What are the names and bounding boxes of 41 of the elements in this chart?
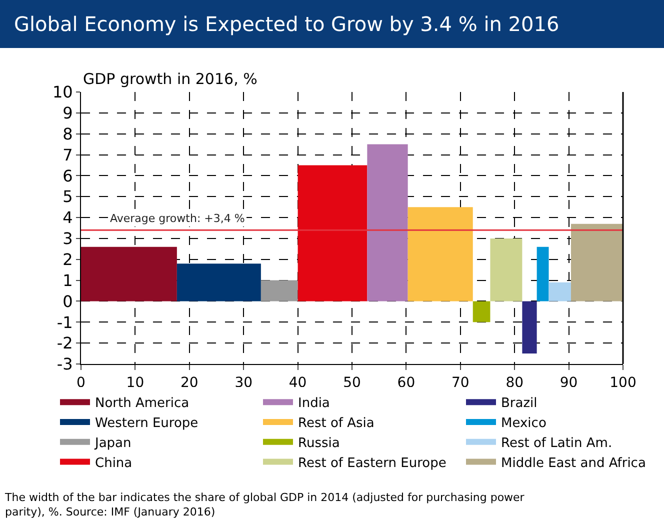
x-tick-label: 70 — [451, 374, 470, 391]
legend-label: India — [298, 396, 330, 412]
legend-label: Japan — [94, 436, 132, 451]
x-tick-label: 30 — [234, 374, 253, 391]
y-tick-label: -1 — [56, 312, 73, 332]
legend-label: North America — [95, 396, 190, 412]
legend-label: Brazil — [501, 396, 538, 412]
y-tick-label: 5 — [62, 187, 73, 206]
x-tick-label: 40 — [288, 374, 307, 391]
x-tick-label: 80 — [506, 374, 524, 391]
y-tick-label: 3 — [62, 229, 73, 248]
x-tick-label: 0 — [76, 374, 86, 391]
legend-label: Rest of Latin Am. — [501, 436, 612, 451]
y-tick-label: 1 — [62, 270, 73, 290]
x-tick-label: 60 — [397, 374, 416, 391]
y-tick-label: 0 — [62, 292, 73, 311]
legend-label: Middle East and Africa — [501, 456, 646, 471]
x-tick-label: 90 — [560, 374, 578, 391]
x-tick-label: 20 — [180, 374, 198, 391]
y-axis-title: GDP growth in 2016, % — [83, 70, 258, 88]
y-tick-label: 2 — [62, 250, 73, 269]
legend-label: China — [95, 456, 132, 471]
ref-line-label: Average growth: +3,4 % — [110, 212, 245, 225]
legend-label: Russia — [298, 436, 340, 451]
chart-title: Global Economy is Expected to Grow by 3.4 % in 2016 — [0, 0, 664, 48]
y-tick-label: 4 — [62, 208, 73, 228]
y-tick-label: 7 — [62, 145, 73, 164]
y-tick-label: -2 — [56, 334, 73, 353]
y-tick-label: 10 — [52, 82, 73, 102]
legend-label: Rest of Asia — [298, 416, 374, 432]
y-tick-label: 9 — [62, 104, 73, 123]
x-tick-label: 10 — [126, 374, 144, 391]
text: The width of the bar indicates the share of global GDP in 2014 (adjusted for purchasing power parity), %. Source: IMF (January 2016) — [4, 491, 525, 518]
legend-label: Rest of Eastern Europe — [298, 456, 446, 471]
y-tick-label: -3 — [56, 354, 73, 374]
x-tick-label: 50 — [343, 374, 361, 391]
x-tick-label: 100 — [610, 374, 636, 391]
legend-label: Mexico — [501, 416, 546, 432]
y-tick-label: 6 — [62, 166, 73, 186]
y-tick-label: 8 — [62, 124, 73, 144]
legend-label: Western Europe — [95, 416, 198, 432]
